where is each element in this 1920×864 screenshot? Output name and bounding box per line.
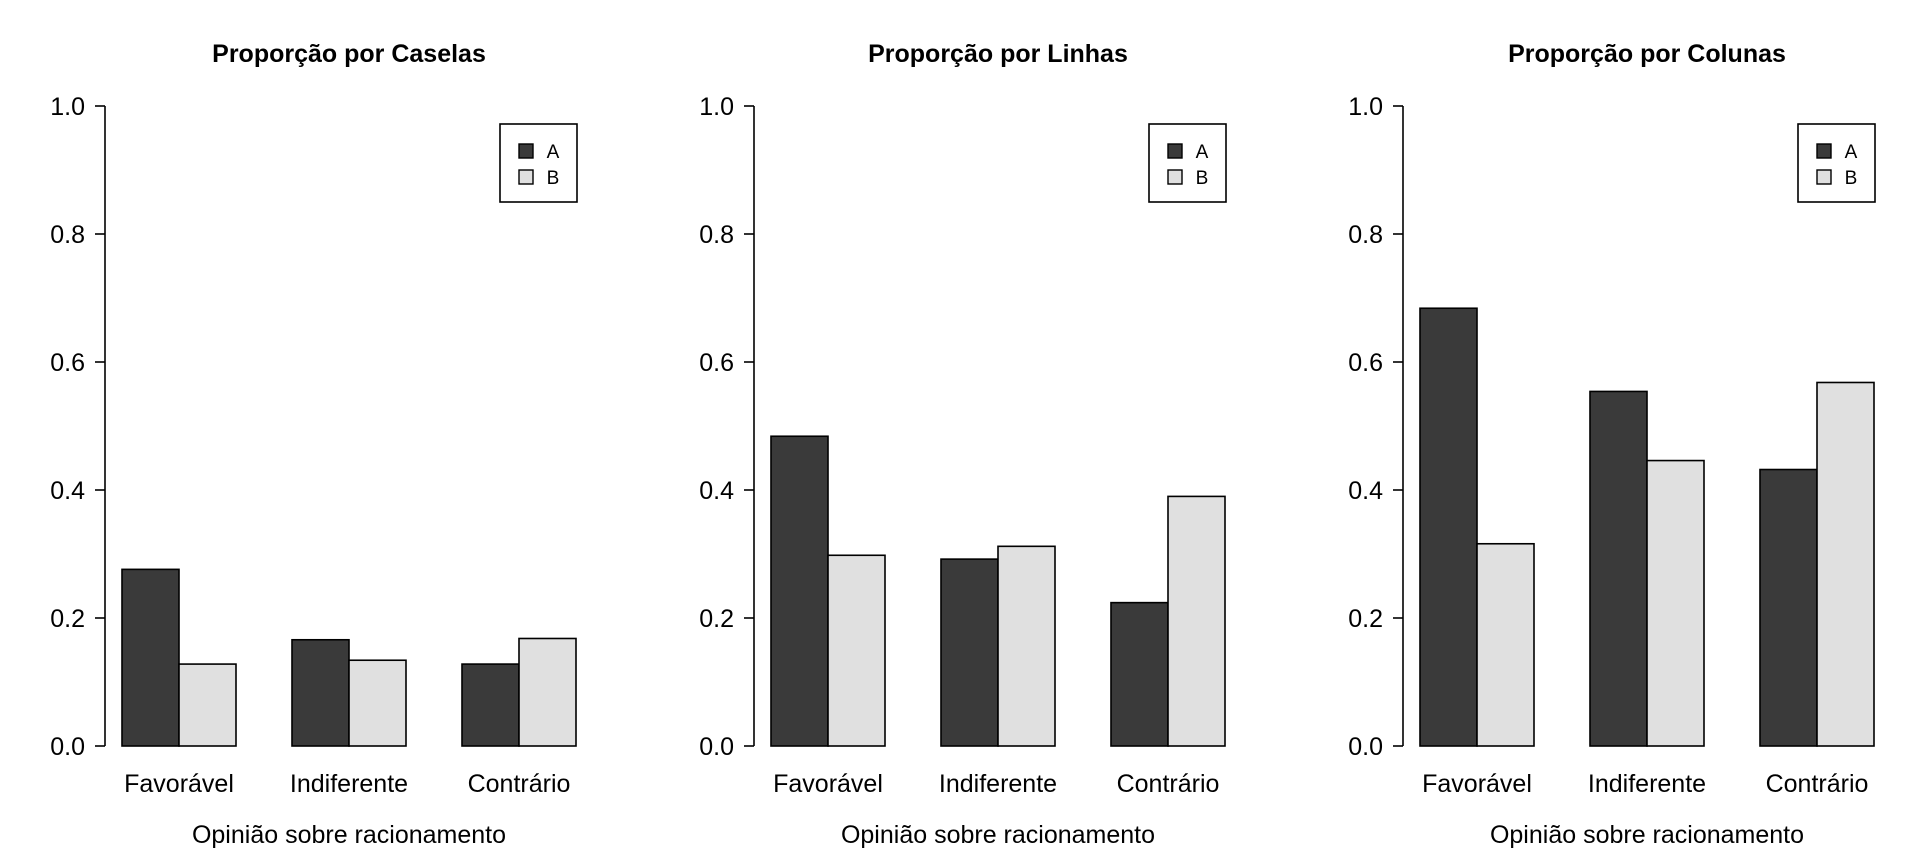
y-tick-label: 1.0 bbox=[1348, 93, 1383, 121]
y-tick-label: 0.8 bbox=[699, 221, 734, 249]
bar-a-3 bbox=[1110, 601, 1169, 747]
x-axis-label: Opinião sobre racionamento bbox=[192, 821, 506, 849]
legend-label: A bbox=[1196, 142, 1209, 163]
y-tick-label: 0.4 bbox=[699, 477, 734, 505]
chart-title: Proporção por Linhas bbox=[868, 40, 1128, 68]
y-tick-label: 0.0 bbox=[1348, 733, 1383, 761]
x-category-label: Contrário bbox=[1766, 770, 1869, 798]
legend-box bbox=[1148, 123, 1227, 203]
y-tick-label: 0.6 bbox=[1348, 349, 1383, 377]
legend-label: B bbox=[547, 168, 560, 189]
y-tick-label: 0.2 bbox=[699, 605, 734, 633]
y-tick-label: 1.0 bbox=[50, 93, 85, 121]
bar-b-3 bbox=[1816, 381, 1875, 747]
legend-swatch-b bbox=[518, 169, 534, 185]
x-axis-label: Opinião sobre racionamento bbox=[841, 821, 1155, 849]
y-tick-label: 0.8 bbox=[50, 221, 85, 249]
chart-title: Proporção por Colunas bbox=[1508, 40, 1786, 68]
x-category-label: Indiferente bbox=[1588, 770, 1706, 798]
x-category-label: Indiferente bbox=[290, 770, 408, 798]
bar-a-1 bbox=[770, 435, 829, 747]
y-tick-label: 0.4 bbox=[50, 477, 85, 505]
legend: AB bbox=[1148, 123, 1227, 203]
x-category-label: Contrário bbox=[468, 770, 571, 798]
bar-b-3 bbox=[518, 637, 577, 747]
x-category-label: Favorável bbox=[124, 770, 234, 798]
y-tick-label: 0.2 bbox=[50, 605, 85, 633]
legend-label: A bbox=[1845, 142, 1858, 163]
legend: AB bbox=[499, 123, 578, 203]
legend-box bbox=[1797, 123, 1876, 203]
bar-a-3 bbox=[1759, 468, 1818, 747]
bar-b-3 bbox=[1167, 495, 1226, 747]
y-tick-label: 0.4 bbox=[1348, 477, 1383, 505]
bar-a-3 bbox=[461, 663, 520, 747]
y-tick-label: 0.6 bbox=[50, 349, 85, 377]
x-axis-label: Opinião sobre racionamento bbox=[1490, 821, 1804, 849]
legend-label: B bbox=[1196, 168, 1209, 189]
chart-panel-3: Proporção por Colunas 0.0 0.2 0.4 0.6 0.8 1.0 F… bbox=[1348, 40, 1876, 849]
bar-a-2 bbox=[940, 558, 999, 747]
y-tick-label: 0.2 bbox=[1348, 605, 1383, 633]
x-category-label: Favorável bbox=[773, 770, 883, 798]
chart-title: Proporção por Caselas bbox=[212, 40, 486, 68]
x-category-label: Indiferente bbox=[939, 770, 1057, 798]
legend-swatch-a bbox=[518, 143, 534, 159]
legend-swatch-b bbox=[1167, 169, 1183, 185]
legend-label: B bbox=[1845, 168, 1858, 189]
legend: AB bbox=[1797, 123, 1876, 203]
bar-b-2 bbox=[1646, 459, 1705, 747]
bar-a-2 bbox=[1589, 390, 1648, 747]
bar-b-1 bbox=[1476, 542, 1535, 747]
y-tick-label: 0.0 bbox=[50, 733, 85, 761]
x-category-label: Favorável bbox=[1422, 770, 1532, 798]
bar-b-2 bbox=[997, 545, 1056, 747]
legend-swatch-b bbox=[1816, 169, 1832, 185]
bar-a-2 bbox=[291, 638, 350, 747]
y-tick-label: 0.6 bbox=[699, 349, 734, 377]
legend-swatch-a bbox=[1167, 143, 1183, 159]
y-tick-label: 0.8 bbox=[1348, 221, 1383, 249]
x-category-label: Contrário bbox=[1117, 770, 1220, 798]
bar-b-2 bbox=[348, 659, 407, 747]
chart-panel-1: Proporção por Caselas 0.0 0.2 0.4 0.6 0.8 1.0 F… bbox=[50, 40, 578, 849]
bar-b-1 bbox=[827, 554, 886, 747]
bar-b-1 bbox=[178, 663, 237, 747]
legend-box bbox=[499, 123, 578, 203]
legend-label: A bbox=[547, 142, 560, 163]
legend-swatch-a bbox=[1816, 143, 1832, 159]
y-tick-label: 0.0 bbox=[699, 733, 734, 761]
bar-a-1 bbox=[121, 568, 180, 747]
y-tick-label: 1.0 bbox=[699, 93, 734, 121]
bar-a-1 bbox=[1419, 307, 1478, 747]
chart-panel-2: Proporção por Linhas 0.0 0.2 0.4 0.6 0.8 1.0 Fa… bbox=[699, 40, 1227, 849]
